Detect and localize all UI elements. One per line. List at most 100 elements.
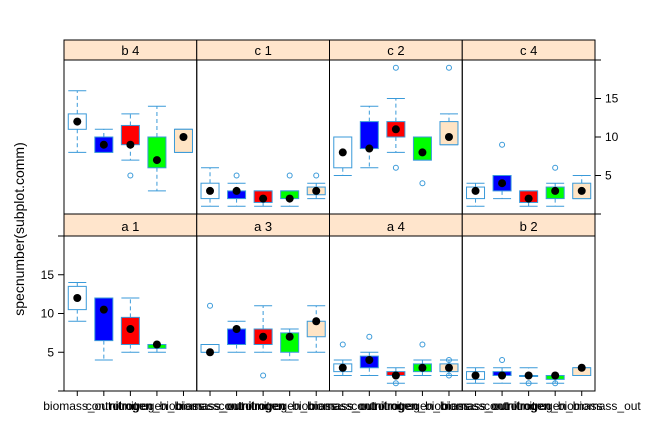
median-point <box>418 148 427 157</box>
outlier-point <box>445 64 452 71</box>
box-biomass-out <box>200 167 220 207</box>
median-point <box>73 117 82 126</box>
box-rect <box>147 136 167 169</box>
median-point <box>444 363 453 372</box>
median-point <box>312 186 321 195</box>
median-point <box>206 348 215 357</box>
strip-label: b 4 <box>121 43 139 58</box>
panel-a-1: a 1 <box>63 213 198 392</box>
x-tick-label: control <box>484 399 520 413</box>
median-point <box>365 356 374 364</box>
outlier-point <box>233 172 240 179</box>
box-control <box>492 357 512 384</box>
median-point <box>206 186 215 195</box>
median-point <box>99 305 108 314</box>
median-point <box>312 317 321 326</box>
y-tick-label-right: 5 <box>605 169 612 183</box>
x-tick-label: nitrogen <box>507 399 550 413</box>
x-tick-label: nitrogen_biomass_out <box>523 399 642 413</box>
box-biomass-out <box>466 182 486 207</box>
outlier-point <box>260 372 267 379</box>
panel-a-4: a 4 <box>329 213 463 392</box>
median-point <box>73 294 82 302</box>
box-biomass-out <box>466 367 486 384</box>
box-rect <box>94 297 114 342</box>
x-tick-label: biomass_out <box>442 399 511 413</box>
median-point <box>498 371 507 380</box>
median-point <box>577 186 586 195</box>
median-point <box>285 194 294 203</box>
box-biomass-out <box>67 90 87 153</box>
panel-a-3: a 3 <box>196 213 330 392</box>
median-point <box>391 125 400 134</box>
box-nitrogen <box>519 367 539 387</box>
box-control <box>94 297 114 361</box>
x-tick-label: nitrogen_biomass_out <box>257 399 376 413</box>
outlier-point <box>392 64 399 71</box>
outlier-point <box>552 164 559 171</box>
median-point <box>99 140 108 149</box>
box-nitrogen-biomass-out <box>439 64 459 146</box>
median-point <box>152 156 161 165</box>
median-point <box>391 371 400 380</box>
box-nitrogen-biomass-out <box>306 172 326 200</box>
x-tick-label: control <box>351 399 387 413</box>
strip-label: a 3 <box>254 219 272 234</box>
box-control <box>359 333 379 376</box>
strip-label: a 1 <box>121 219 139 234</box>
outlier-point <box>207 302 214 309</box>
median-point <box>179 133 188 141</box>
box-nitrogen-biomass-out <box>173 128 193 153</box>
strip-label: b 2 <box>520 219 538 234</box>
outlier-point <box>445 357 452 363</box>
box-nitrogen <box>253 305 273 379</box>
median-point <box>232 186 241 195</box>
outlier-point <box>339 341 346 348</box>
median-point <box>444 133 453 141</box>
y-tick-label-left: 5 <box>47 345 54 359</box>
box-nitrogen <box>120 297 140 353</box>
x-tick-label: nitrogen_biomass <box>242 399 337 413</box>
x-axis-labels: biomass_outcontrolnitrogennitrogen_bioma… <box>43 391 641 413</box>
box-control <box>359 105 379 169</box>
box-nitrogen-biomass-out <box>439 357 459 379</box>
box-nitrogen-biomass <box>545 371 565 387</box>
median-point <box>338 363 347 372</box>
median-point <box>259 332 268 341</box>
median-point <box>524 371 533 380</box>
x-tick-label: biomass_out <box>176 399 245 413</box>
median-point <box>126 140 135 149</box>
box-nitrogen <box>253 190 273 207</box>
median-point <box>498 179 507 188</box>
x-tick-label: control <box>219 399 255 413</box>
strip-label: c 2 <box>387 43 404 58</box>
strip-label: c 4 <box>520 43 537 58</box>
box-rect <box>359 121 379 150</box>
median-point <box>577 363 586 372</box>
panel-b-2: b 2 <box>461 213 596 392</box>
outlier-point <box>445 372 452 379</box>
x-tick-label: nitrogen_biomass <box>508 399 603 413</box>
box-biomass-out <box>67 282 87 322</box>
outlier-point <box>392 380 399 387</box>
y-tick-label-right: 15 <box>605 92 619 106</box>
x-tick-label: nitrogen_biomass <box>375 399 470 413</box>
box-nitrogen-biomass <box>147 340 167 353</box>
median-point <box>338 148 347 157</box>
box-biomass-out <box>333 341 353 376</box>
y-axis-title: specnumber(subplot.comm) <box>11 142 27 316</box>
outlier-point <box>313 172 320 179</box>
x-tick-label: nitrogen_biomass_out <box>390 399 509 413</box>
box-nitrogen <box>386 64 406 171</box>
outlier-point <box>392 164 399 171</box>
box-nitrogen-biomass-out <box>572 363 592 376</box>
panel-c-2: c 2 <box>329 39 463 215</box>
box-biomass-out <box>200 302 220 357</box>
outlier-point <box>366 333 373 340</box>
median-point <box>285 332 294 341</box>
box-control <box>492 141 512 200</box>
median-point <box>232 325 241 333</box>
box-nitrogen-biomass-out <box>572 175 592 200</box>
median-point <box>418 363 427 372</box>
